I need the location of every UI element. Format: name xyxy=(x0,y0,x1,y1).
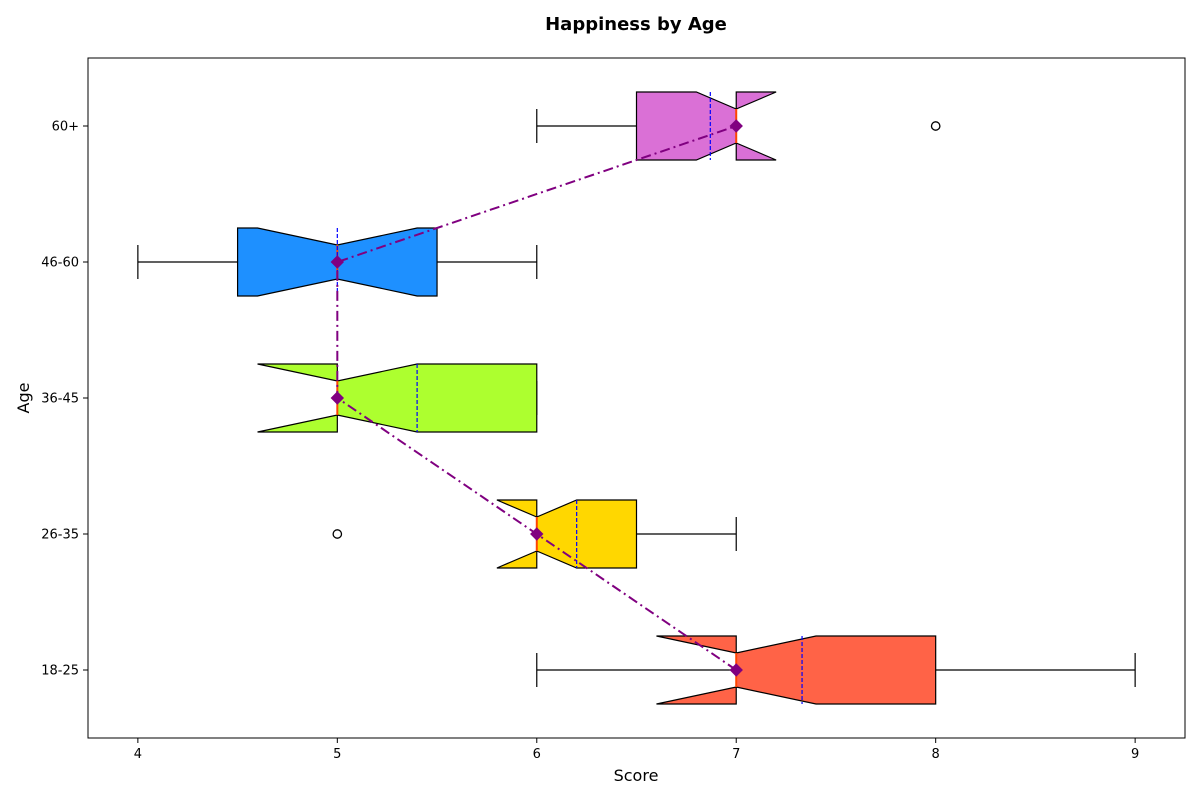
x-tick-label: 8 xyxy=(932,747,940,762)
notched-box xyxy=(257,363,538,433)
y-tick-label: 18-25 xyxy=(41,664,79,679)
chart-title: Happiness by Age xyxy=(545,14,727,35)
box-group-18-25 xyxy=(536,635,1136,705)
y-axis-label: Age xyxy=(14,383,33,414)
median-marker xyxy=(729,663,743,677)
x-tick-label: 4 xyxy=(134,747,142,762)
outlier-point xyxy=(332,529,343,539)
y-tick-label: 60+ xyxy=(52,120,79,135)
y-tick-label: 26-35 xyxy=(41,528,79,543)
notched-box xyxy=(635,91,777,161)
box-group-36-45 xyxy=(257,363,538,433)
y-tick-label: 46-60 xyxy=(41,256,79,271)
x-tick-label: 9 xyxy=(1131,747,1139,762)
median-marker xyxy=(729,119,743,133)
x-tick-label: 7 xyxy=(732,747,740,762)
median-marker xyxy=(330,391,345,405)
x-tick-label: 5 xyxy=(333,747,341,762)
median-marker xyxy=(330,255,345,269)
outlier-point xyxy=(930,121,941,131)
box-group-26-35 xyxy=(332,499,737,569)
median-marker xyxy=(530,527,544,541)
notched-box xyxy=(656,635,937,705)
x-tick-label: 6 xyxy=(533,747,541,762)
ticks-layer: 4 5 6 7 8 9 18-25 26-35 36-45 46-60 60+ xyxy=(41,120,1139,763)
box-group-60+ xyxy=(536,91,941,161)
x-axis-label: Score xyxy=(614,766,659,785)
boxes-layer xyxy=(137,91,1136,705)
y-tick-label: 36-45 xyxy=(41,392,79,407)
notched-box xyxy=(496,499,638,569)
